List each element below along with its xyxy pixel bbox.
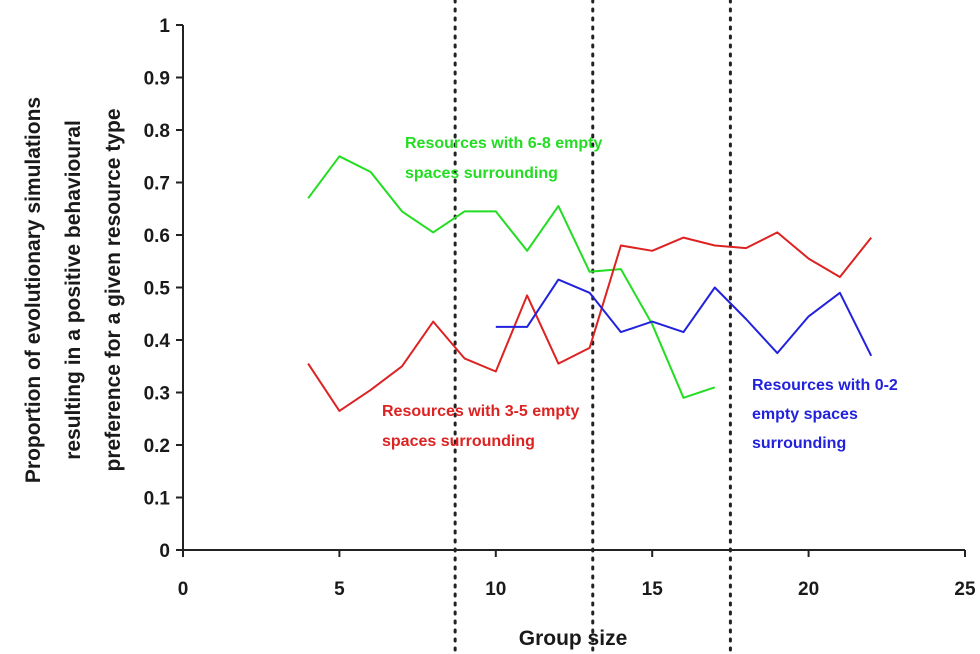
series-lines [307,155,873,412]
series-line-2 [307,231,872,412]
annotation-green-line-2: spaces surrounding [405,165,558,182]
y-axis-title-line-1: Proportion of evolutionary simulations [22,97,45,483]
x-axis-title: Group size [519,627,628,650]
y-tick-label: 1 [159,16,170,37]
y-tick-label: 0.5 [144,279,171,300]
y-tick-label: 0.1 [144,489,171,510]
series-line-3 [495,278,873,357]
series-line-1 [307,155,716,399]
y-tick-label: 0.7 [144,174,170,195]
x-tick-label: 25 [954,579,976,600]
annotation-blue-line-1: Resources with 0-2 [752,377,898,394]
series-annotations: Resources with 6-8 empty spaces surround… [382,135,898,452]
annotation-red-line-2: spaces surrounding [382,433,535,450]
x-tick-label: 0 [178,579,189,600]
x-tick-label: 15 [642,579,664,600]
separator-lines [453,0,732,654]
axes [176,24,966,557]
annotation-blue-line-3: surrounding [752,435,846,452]
x-tick-label: 5 [334,579,345,600]
y-tick-label: 0 [159,541,170,562]
y-tick-label: 0.4 [144,331,171,352]
axis-titles: Group size Proportion of evolutionary si… [22,97,627,650]
tick-labels: 00.10.20.30.40.50.60.70.80.910 5 10 15 20 25 [144,16,976,600]
y-axis-title-line-2: resulting in a positive behavioural [62,120,85,460]
x-tick-label: 10 [485,579,506,600]
y-tick-label: 0.2 [144,436,170,457]
annotation-red-line-1: Resources with 3-5 empty [382,403,580,420]
y-axis-title-line-3: preference for a given resource type [102,109,125,472]
y-tick-label: 0.8 [144,121,170,142]
x-tick-label: 20 [798,579,819,600]
y-tick-label: 0.9 [144,69,170,90]
annotation-blue-line-2: empty spaces [752,406,858,423]
y-tick-label: 0.6 [144,226,170,247]
annotation-green-line-1: Resources with 6-8 empty [405,135,603,152]
y-tick-label: 0.3 [144,384,170,405]
